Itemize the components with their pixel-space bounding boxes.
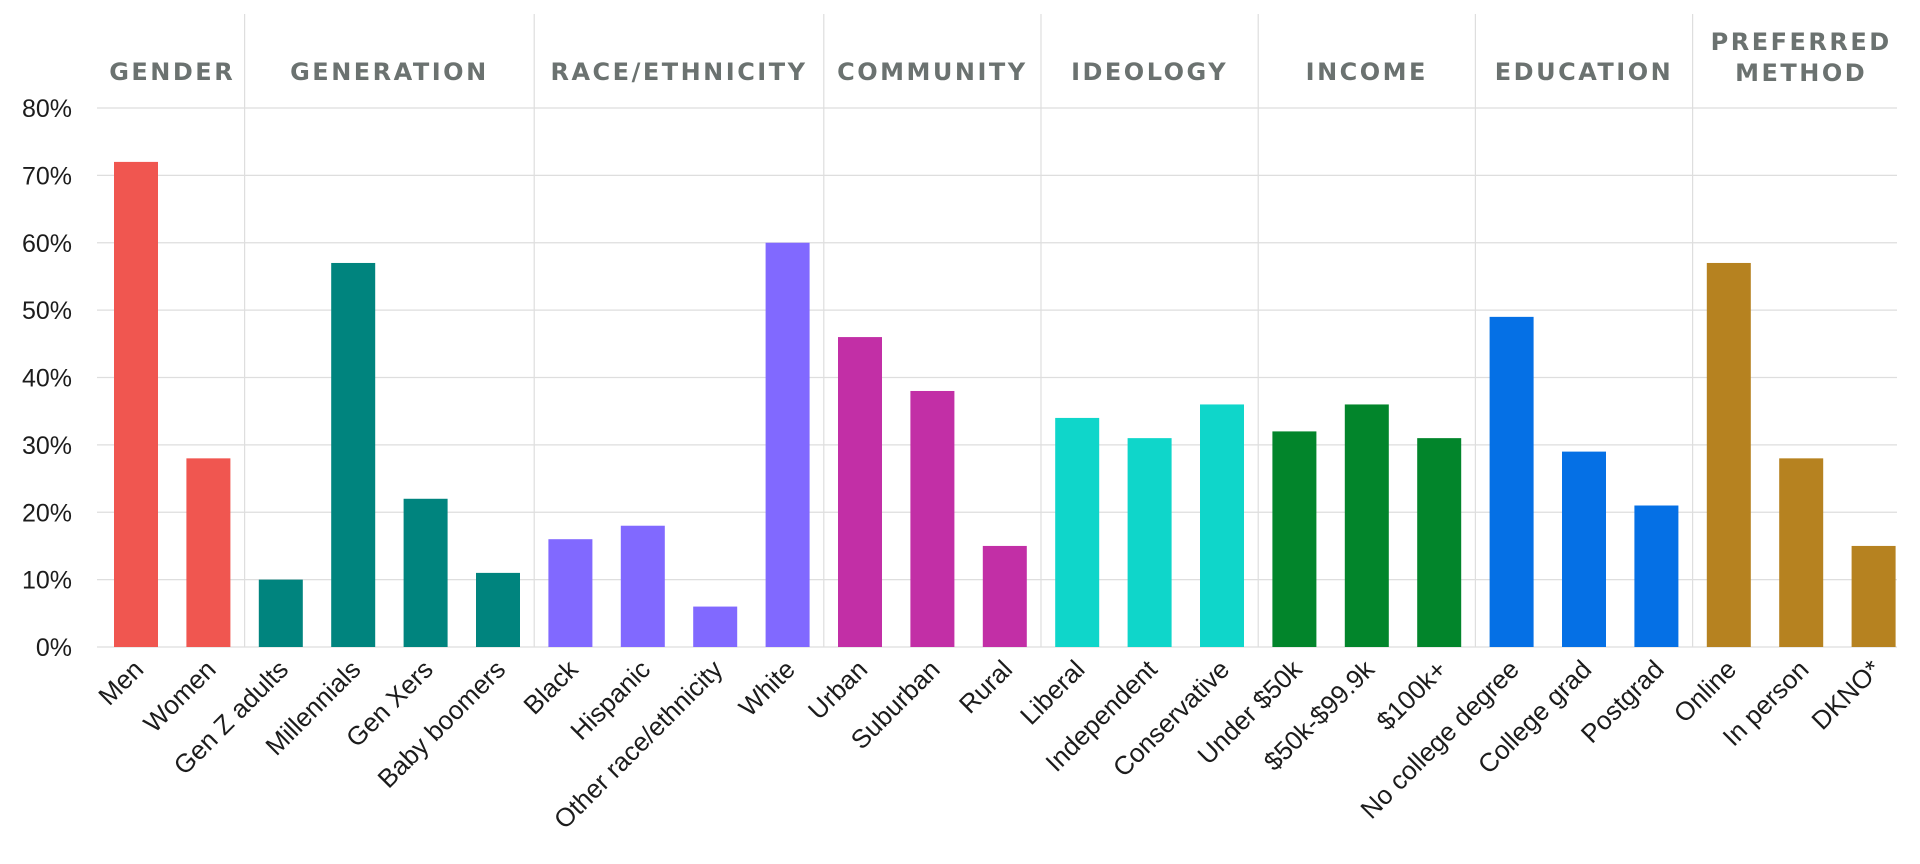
bar (910, 390, 955, 647)
group-label: PREFERRED (1711, 28, 1892, 56)
y-tick-label: 70% (22, 162, 72, 190)
group-label: INCOME (1306, 58, 1428, 86)
bar (403, 498, 448, 647)
bar (1055, 417, 1100, 647)
bar (1706, 262, 1751, 647)
bar (1851, 545, 1896, 647)
y-tick-label: 10% (22, 567, 72, 595)
x-tick-label: Black (517, 653, 584, 720)
group-label: RACE/ETHNICITY (551, 58, 808, 86)
group-label: METHOD (1735, 59, 1867, 87)
x-tick-label: DKNO* (1805, 654, 1886, 735)
x-tick-label: Rural (953, 654, 1018, 719)
bar (1127, 438, 1172, 647)
bar (693, 606, 738, 647)
bar (1344, 404, 1389, 647)
bar (1417, 438, 1462, 647)
group-label: EDUCATION (1495, 58, 1673, 86)
y-tick-label: 50% (22, 297, 72, 325)
bar (1489, 316, 1534, 647)
bar (982, 545, 1027, 647)
group-label: COMMUNITY (837, 58, 1028, 86)
bar (1779, 458, 1824, 647)
y-tick-label: 40% (22, 365, 72, 393)
bar (258, 579, 303, 647)
group-label: GENERATION (290, 58, 489, 86)
x-tick-label: Men (92, 654, 149, 711)
bar (186, 458, 231, 647)
bars (114, 161, 1896, 647)
bar (331, 262, 376, 647)
gridlines (97, 107, 1897, 648)
y-tick-label: 80% (22, 95, 72, 123)
bar (1634, 505, 1679, 647)
y-tick-label: 30% (22, 432, 72, 460)
y-tick-label: 0% (36, 634, 72, 662)
x-tick-label: Baby boomers (371, 654, 511, 794)
bar (765, 242, 810, 647)
group-headers: GENDER GENERATION RACE/ETHNICITY COMMUNITY I… (109, 28, 1892, 87)
group-separators (244, 14, 1694, 647)
group-label: IDEOLOGY (1071, 58, 1228, 86)
x-tick-label: White (733, 654, 801, 722)
bar (114, 161, 158, 647)
bar (1200, 404, 1244, 647)
y-axis-ticks: 0% 10% 20% 30% 40% 50% 60% 70% 80% (22, 95, 72, 662)
y-tick-label: 20% (22, 499, 72, 527)
bar (838, 337, 882, 647)
bar (548, 539, 593, 647)
bar (620, 525, 665, 647)
bar (476, 572, 520, 647)
y-tick-label: 60% (22, 230, 72, 258)
group-label: GENDER (109, 58, 235, 86)
bar (1562, 451, 1606, 647)
bar (1272, 431, 1317, 647)
